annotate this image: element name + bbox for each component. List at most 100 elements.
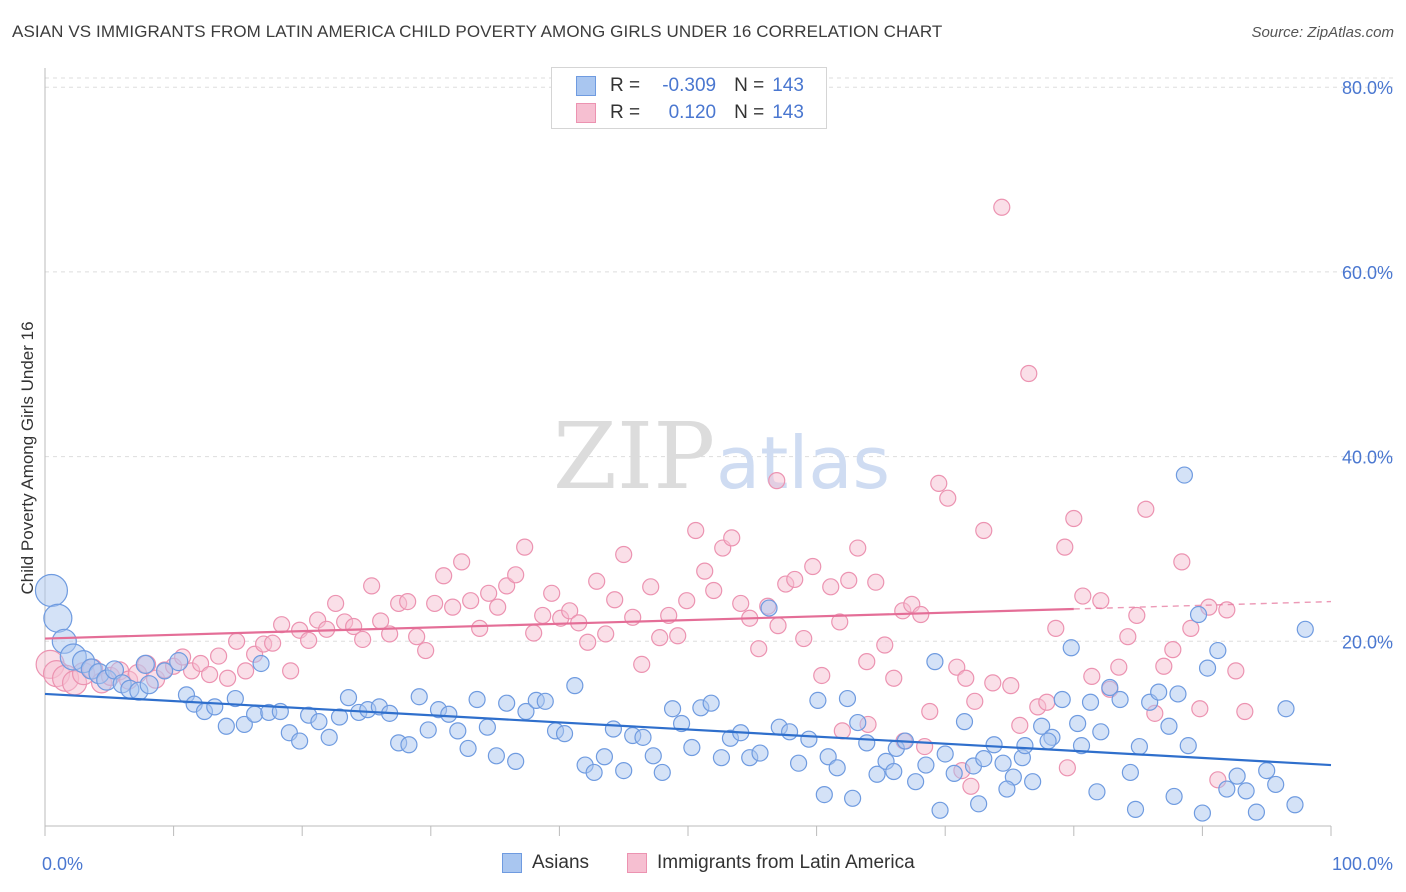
trend-line-latam-extension [1073,600,1332,610]
asian-point [400,736,418,754]
asian-point [1237,782,1255,800]
latam-point [516,538,534,556]
asian-point [1267,775,1285,794]
legend-r-label: R = [610,102,641,123]
latam-point [498,577,516,595]
latam-point [813,666,831,685]
latam-point [831,613,849,631]
latam-point [201,665,219,684]
latam-point [408,628,426,646]
latam-point [930,474,948,492]
latam-point [399,592,417,611]
latam-point [507,566,525,584]
latam-point [795,629,813,648]
latam-point [833,722,851,740]
latam-point [462,592,480,610]
latam-point [993,198,1011,216]
chart-title: ASIAN VS IMMIGRANTS FROM LATIN AMERICA C… [12,22,943,41]
latam-point [1020,364,1038,383]
latam-point [1227,662,1245,680]
legend-r-value: -0.309 [662,75,717,96]
asian-point [653,763,671,782]
latam-point [300,631,318,649]
asian-point [449,722,467,740]
latam-point [696,562,714,580]
latam-point [579,633,597,651]
latam-point [633,655,651,673]
latam-point [705,581,723,600]
asian-point [1072,737,1091,755]
latam-point [939,489,957,507]
y-axis-label: Child Poverty Among Girls Under 16 [18,321,37,594]
latam-point [1182,619,1200,637]
tick-labels: 20.0% 40.0% 60.0% 80.0% 0.0% 100.0% [42,78,1393,874]
latam-point [732,594,750,613]
latam-point [1047,619,1065,637]
asian-point [815,786,833,804]
asian-point [819,748,837,766]
asian-point [1016,737,1034,755]
asian-point [712,749,731,767]
watermark-atlas: atlas [716,421,890,505]
latam-point [966,692,984,710]
trend-lines [44,600,1332,767]
asian-point [468,690,486,709]
latam-point [354,630,372,649]
asian-point [1039,732,1057,750]
asian-point [663,700,682,718]
latam-point [417,641,435,660]
asian-point [936,745,954,763]
asian-point [985,736,1003,754]
latam-point [363,577,381,595]
asian-point [595,748,614,766]
asian-point [945,764,963,782]
asian-point [828,759,846,777]
asian-point [1092,723,1110,741]
asian-point [780,723,799,741]
asian-point [907,773,925,791]
asian-point [1209,641,1227,660]
latam-point [984,674,1002,692]
asian-point [994,754,1012,772]
latam-point [1218,601,1236,619]
asian-point [339,689,358,707]
latam-point [471,619,489,637]
asian-point [1126,800,1145,818]
latam-point [840,571,858,589]
asian-point [1150,683,1168,701]
asian-point [135,654,155,674]
asian-point [838,689,857,708]
asian-point [320,728,338,746]
asian-point [1277,700,1295,718]
latam-point [264,634,282,652]
latam-point [1065,509,1083,528]
legend-r-label: R = [610,75,641,96]
latam-point [561,602,579,620]
asian-point [1062,639,1080,657]
asian-point [487,747,505,765]
latam-point [615,545,633,564]
asian-point [566,677,584,695]
latam-point [1137,500,1155,518]
bottom-swatch-blue [502,853,522,873]
asian-point [1160,717,1178,735]
asian-point [615,761,633,780]
latam-point [237,662,255,680]
asian-point [169,652,189,672]
latam-point [768,472,786,490]
latam-point [786,570,804,589]
correlation-legend: R = -0.309 N = 143 R = 0.120 N = 143 [551,67,827,129]
asian-point [789,754,808,772]
asian-point [139,675,159,695]
asian-point [844,789,862,807]
asian-point [1286,796,1304,814]
latam-point [210,647,228,665]
legend-row-asians: R = -0.309 N = 143 [576,74,804,98]
asian-point [1228,767,1246,785]
latam-point [588,572,606,590]
asian-point [760,599,778,617]
latam-point [669,627,687,645]
asian-point [1198,659,1217,677]
latam-point [822,578,840,596]
asian-point [536,692,554,710]
